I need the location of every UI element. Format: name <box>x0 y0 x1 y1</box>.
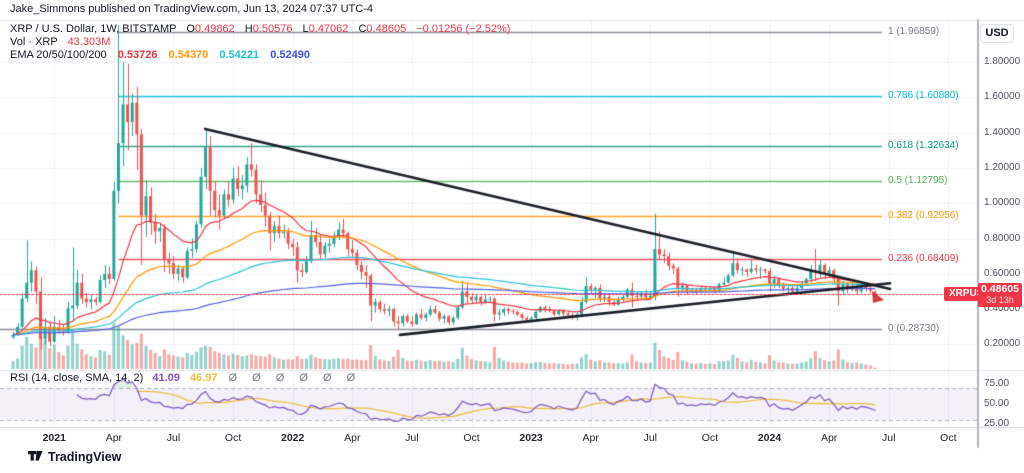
time-axis-label: 2021 <box>42 432 66 444</box>
time-axis-label: Jul <box>166 432 181 444</box>
close-label: C <box>358 23 367 35</box>
time-axis-label: Apr <box>582 432 599 444</box>
rsi-signal-value: 46.97 <box>189 372 218 384</box>
close-value: 0.48605 <box>366 23 407 35</box>
rsi-value: 41.09 <box>152 372 180 384</box>
high-label: H <box>244 23 253 35</box>
ema-label: EMA 20/50/100/200 <box>10 49 107 61</box>
rsi-label: RSI (14, close, SMA, 14, 2) <box>10 372 144 384</box>
change-value: −0.01256 (−2.52%) <box>416 23 511 35</box>
price-axis-label: 1.20000 <box>984 161 1021 173</box>
time-axis-label: 2022 <box>280 432 305 444</box>
price-axis-label: 1.40000 <box>984 126 1021 138</box>
time-axis-label: Oct <box>940 432 957 444</box>
rsi-legend: RSI (14, close, SMA, 14, 2) 41.09 46.97 … <box>10 372 361 384</box>
ema200-value: 0.52490 <box>270 49 310 61</box>
fib-level-label: 0.618 (1.32634) <box>888 139 959 151</box>
price-axis-label: 1.00000 <box>984 197 1021 209</box>
time-axis-label: Oct <box>701 432 719 444</box>
chart-legend: XRP / U.S. Dollar, 1W, BITSTAMP O0.49862… <box>10 23 510 62</box>
fib-level-label: 1 (1.96859) <box>888 26 940 38</box>
fib-level-label: 0.236 (0.68409) <box>888 252 959 264</box>
fib-level-label: 0.382 (0.92956) <box>888 209 959 221</box>
bar-countdown: 3d 13h <box>986 295 1014 305</box>
ema100-value: 0.54221 <box>219 49 260 61</box>
open-value: 0.49862 <box>194 23 235 35</box>
time-axis-label: Oct <box>463 432 480 444</box>
low-label: L <box>302 23 309 35</box>
last-price-value: 0.48605 <box>981 283 1019 295</box>
time-axis-label: Jul <box>882 432 896 444</box>
low-value: 0.47062 <box>308 23 349 35</box>
price-axis-label: 0.60000 <box>984 267 1021 279</box>
time-axis-label: Jul <box>643 432 658 444</box>
time-axis-label: Oct <box>224 432 242 444</box>
price-axis-label: 0.40000 <box>984 303 1021 315</box>
rsi-axis-label: 75.00 <box>984 378 1010 389</box>
tradingview-logo-text: TradingView <box>48 450 122 464</box>
ema50-value: 0.54370 <box>168 49 209 61</box>
last-price-badge: 0.48605 3d 13h <box>978 283 1022 307</box>
time-axis-label: 2023 <box>519 432 543 444</box>
ema20-value: 0.53726 <box>117 49 158 61</box>
currency-toggle-button[interactable]: USD <box>980 24 1014 43</box>
rsi-axis-label: 25.00 <box>984 418 1010 429</box>
rsi-hidden-values: Ø Ø Ø Ø Ø Ø <box>228 372 362 384</box>
open-label: O <box>186 23 195 35</box>
symbol-title: XRP / U.S. Dollar, 1W, BITSTAMP <box>10 23 177 35</box>
symbol-row: XRP / U.S. Dollar, 1W, BITSTAMP O0.49862… <box>10 23 510 36</box>
time-axis-label: 2024 <box>757 432 782 444</box>
volume-row: Vol · XRP 43.303M <box>10 36 510 49</box>
fib-level-label: 0.5 (1.12795) <box>888 174 948 186</box>
tradingview-logo-icon <box>28 450 43 461</box>
time-axis-label: Apr <box>344 432 361 444</box>
time-axis-label: Jul <box>405 432 419 444</box>
attribution-text: Jake_Simmons published on TradingView.co… <box>10 3 374 15</box>
fib-level-label: 0.786 (1.60880) <box>888 89 959 101</box>
price-axis-label: 0.80000 <box>984 232 1021 244</box>
ema-row: EMA 20/50/100/200 0.53726 0.54370 0.5422… <box>10 49 510 62</box>
fib-level-label: 0 (0.28730) <box>888 322 940 334</box>
time-axis-label: Apr <box>105 432 123 444</box>
price-axis-label: 1.60000 <box>984 91 1021 103</box>
price-axis-label: 1.80000 <box>984 56 1021 67</box>
high-value: 0.50576 <box>252 23 293 35</box>
volume-label: Vol · XRP <box>10 36 58 48</box>
volume-value: 43.303M <box>67 36 111 48</box>
time-axis-label: Apr <box>820 432 838 444</box>
rsi-axis-label: 50.00 <box>984 398 1010 409</box>
tradingview-logo[interactable]: TradingView <box>28 450 121 464</box>
price-axis-label: 0.20000 <box>984 338 1021 350</box>
